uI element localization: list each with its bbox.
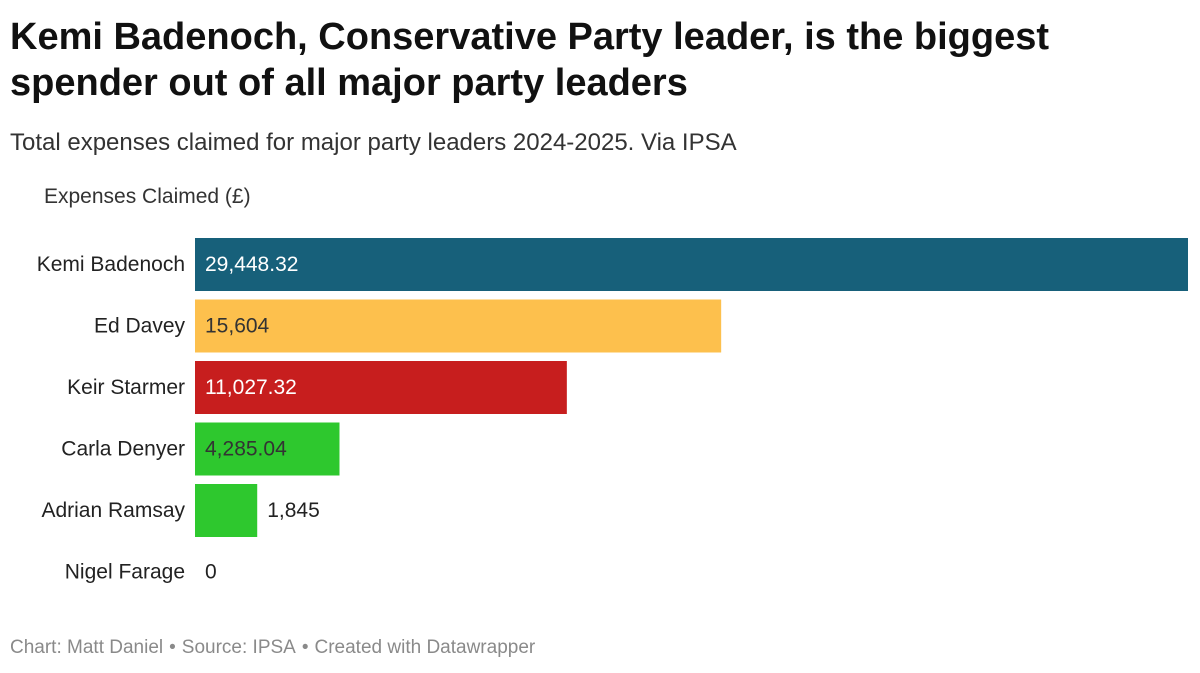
- bar-adrian-ramsay: [195, 484, 258, 537]
- category-label-adrian-ramsay: Adrian Ramsay: [41, 499, 185, 522]
- chart-subtitle: Total expenses claimed for major party l…: [10, 129, 737, 156]
- value-label-carla-denyer: 4,285.04: [205, 438, 287, 461]
- category-label-keir-starmer: Keir Starmer: [67, 376, 185, 399]
- category-label-kemi-badenoch: Kemi Badenoch: [37, 253, 185, 276]
- footer-separator: •: [169, 637, 176, 658]
- bar-keir-starmer: [195, 361, 567, 414]
- value-label-keir-starmer: 11,027.32: [205, 376, 297, 399]
- source-credit: Source: IPSA: [181, 637, 296, 658]
- value-label-ed-davey: 15,604: [205, 315, 270, 338]
- value-label-nigel-farage: 0: [205, 561, 217, 584]
- bar-chart: Kemi Badenoch 29,448.32 Ed Davey 15,604 Keir…: [37, 238, 1188, 584]
- value-axis-title: Expenses Claimed (£): [44, 185, 251, 208]
- chart-title: Kemi Badenoch, Conservative Party leader…: [10, 16, 1050, 104]
- category-label-nigel-farage: Nigel Farage: [65, 561, 185, 584]
- chart-credit: Chart: Matt Daniel: [10, 637, 164, 658]
- bar-ed-davey: [195, 299, 722, 353]
- category-label-carla-denyer: Carla Denyer: [61, 438, 185, 461]
- bar-carla-denyer: [195, 422, 340, 476]
- chart-footer: Chart: Matt Daniel • Source: IPSA • Created …: [10, 636, 535, 660]
- category-label-ed-davey: Ed Davey: [94, 315, 186, 338]
- bar-kemi-badenoch: [195, 238, 1188, 291]
- datawrapper-credit: Created with Datawrapper: [314, 637, 536, 658]
- value-label-kemi-badenoch: 29,448.32: [205, 253, 298, 276]
- value-label-adrian-ramsay: 1,845: [267, 499, 320, 522]
- footer-separator: •: [301, 637, 309, 658]
